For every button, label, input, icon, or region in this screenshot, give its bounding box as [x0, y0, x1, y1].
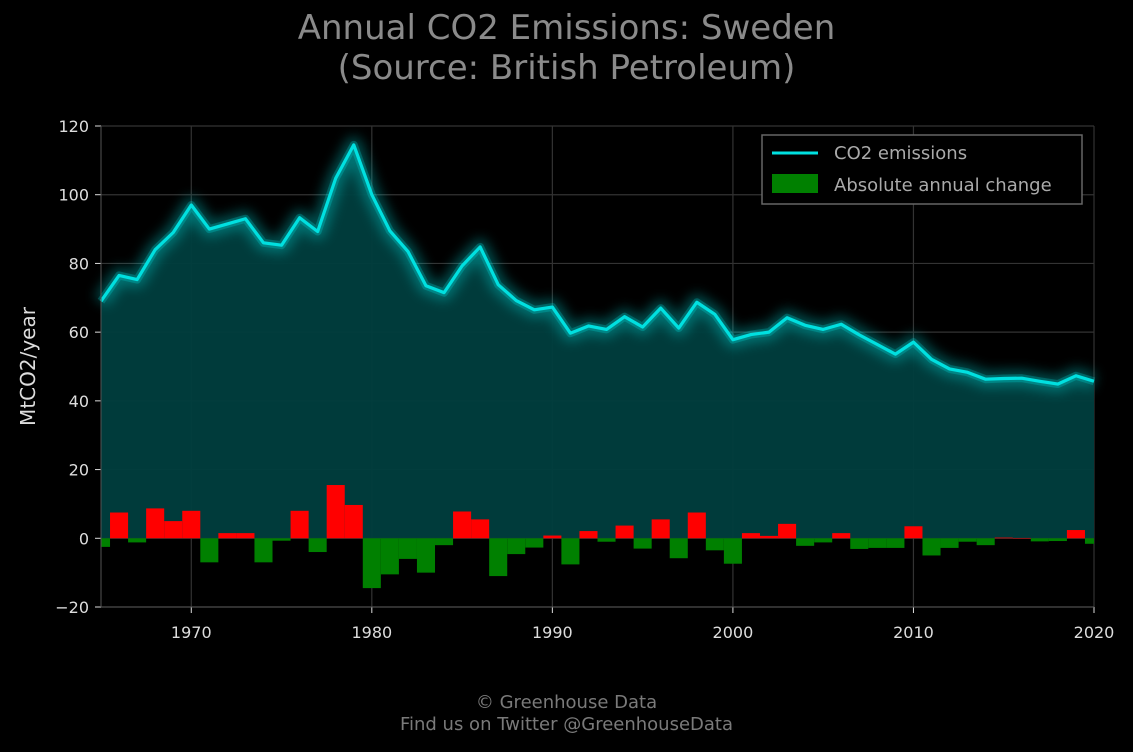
change-bar: [994, 537, 1013, 539]
y-tick-label: 40: [69, 392, 89, 411]
change-bar: [814, 538, 833, 543]
y-tick-label: −20: [55, 598, 89, 617]
emissions-area: [101, 144, 1094, 539]
x-tick-label: 2000: [713, 623, 754, 642]
y-tick-label: 60: [69, 323, 89, 342]
change-bar: [904, 526, 923, 539]
footer-copyright: © Greenhouse Data: [475, 692, 658, 713]
change-bar: [308, 538, 327, 553]
change-bar: [1066, 530, 1085, 539]
change-bar: [1030, 538, 1049, 542]
y-tick-label: 80: [69, 254, 89, 273]
x-tick-label: 2010: [893, 623, 934, 642]
change-bar: [1012, 537, 1031, 539]
change-bar: [778, 523, 797, 539]
change-bar: [850, 538, 869, 549]
change-bar: [741, 533, 760, 539]
change-bar: [615, 525, 634, 539]
legend: CO2 emissions Absolute annual change: [761, 134, 1083, 205]
chart-title-line2: (Source: British Petroleum): [337, 48, 796, 88]
change-bar: [1084, 538, 1094, 544]
change-bar: [236, 533, 255, 539]
y-tick-label: 0: [79, 529, 89, 548]
change-bar: [182, 510, 201, 539]
change-bar: [218, 533, 237, 539]
change-bar: [651, 519, 670, 539]
change-bar: [543, 535, 562, 539]
change-bar: [101, 538, 111, 547]
change-bar: [759, 535, 779, 539]
change-bar: [471, 519, 490, 539]
y-tick-label: 120: [58, 117, 89, 136]
chart-title-line1: Annual CO2 Emissions: Sweden: [297, 8, 836, 48]
legend-label-change: Absolute annual change: [834, 175, 1052, 196]
change-bar: [832, 533, 851, 539]
change-bar: [164, 521, 183, 539]
change-bar: [868, 538, 887, 548]
change-bar: [128, 538, 147, 543]
y-axis-label: MtCO2/year: [16, 306, 40, 426]
change-bar: [723, 538, 742, 564]
change-bar: [705, 538, 724, 551]
change-bar: [380, 538, 399, 575]
change-bar: [290, 510, 309, 539]
legend-label-emissions: CO2 emissions: [834, 143, 967, 164]
change-bar: [435, 538, 454, 546]
change-bar: [669, 538, 688, 559]
change-bar: [398, 538, 417, 559]
change-bar: [254, 538, 273, 563]
change-bar: [579, 531, 598, 539]
change-bar: [922, 538, 941, 556]
change-bar: [453, 511, 472, 539]
legend-bar-swatch: [772, 174, 818, 193]
change-bar: [561, 538, 580, 565]
change-bar: [272, 538, 291, 541]
x-tick-label: 1990: [532, 623, 573, 642]
chart-title: Annual CO2 Emissions: Sweden (Source: Br…: [0, 8, 1133, 88]
change-bar: [886, 538, 905, 548]
x-tick-label: 2020: [1074, 623, 1115, 642]
area-layer: [101, 144, 1094, 539]
bar-layer: [101, 485, 1094, 589]
x-tick-label: 1970: [171, 623, 212, 642]
axes: −20 0 20 40 60 80 100 120 1970 1980 1990 2000 2010 20…: [16, 117, 1114, 642]
change-bar: [489, 538, 508, 577]
change-bar: [200, 538, 219, 563]
change-bar: [1048, 538, 1067, 542]
change-bar: [344, 504, 363, 539]
change-bar: [597, 538, 616, 542]
x-tick-label: 1980: [351, 623, 392, 642]
change-bar: [976, 538, 995, 546]
emissions-line: [99, 143, 1095, 386]
change-bar: [416, 538, 436, 573]
change-bar: [326, 485, 345, 539]
change-bar: [633, 538, 652, 549]
change-bar: [507, 538, 526, 555]
change-bar: [796, 538, 815, 546]
change-bar: [687, 512, 706, 539]
y-tick-label: 100: [58, 186, 89, 205]
footer-twitter: Find us on Twitter @GreenhouseData: [399, 714, 734, 735]
change-bar: [958, 538, 977, 542]
line-layer: [94, 136, 1097, 393]
y-tick-label: 20: [69, 461, 89, 480]
change-bar: [940, 538, 959, 548]
footer: © Greenhouse Data Find us on Twitter @Gr…: [0, 692, 1133, 736]
change-bar: [110, 512, 129, 539]
change-bar: [525, 538, 544, 548]
change-bar: [146, 508, 165, 539]
change-bar: [362, 538, 381, 589]
